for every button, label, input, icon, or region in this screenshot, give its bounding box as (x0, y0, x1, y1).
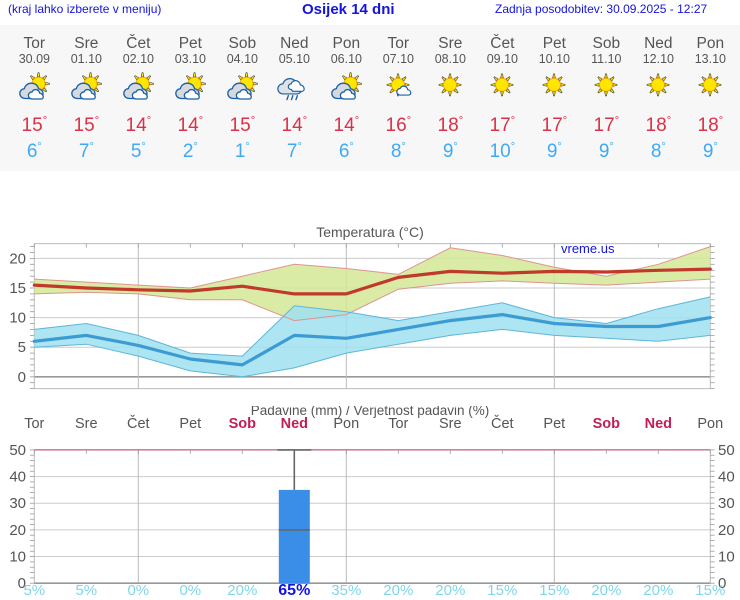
svg-text:10: 10 (9, 549, 26, 566)
svg-text:Temperatura (°C): Temperatura (°C) (316, 225, 424, 240)
svg-text:Čet: Čet (127, 415, 150, 432)
svg-text:50: 50 (718, 442, 735, 459)
svg-text:Ned: Ned (645, 416, 672, 432)
svg-text:Pet: Pet (179, 416, 201, 432)
svg-text:10: 10 (9, 310, 26, 327)
svg-text:5: 5 (18, 339, 26, 356)
svg-text:Sob: Sob (229, 416, 257, 432)
svg-text:10: 10 (718, 549, 735, 566)
svg-text:40: 40 (9, 469, 26, 486)
svg-text:20: 20 (9, 522, 26, 539)
svg-text:Tor: Tor (24, 416, 44, 432)
svg-text:Pet: Pet (543, 416, 565, 432)
svg-text:Sre: Sre (75, 416, 98, 432)
svg-text:0: 0 (18, 369, 26, 386)
svg-text:vreme.us: vreme.us (561, 241, 615, 256)
svg-text:Čet: Čet (491, 415, 514, 432)
svg-text:30: 30 (718, 495, 735, 512)
svg-text:20: 20 (9, 250, 26, 267)
svg-text:15: 15 (9, 280, 26, 297)
svg-text:Sob: Sob (593, 416, 621, 432)
svg-text:20: 20 (718, 522, 735, 539)
svg-text:Tor: Tor (388, 416, 408, 432)
svg-text:50: 50 (9, 442, 26, 459)
svg-text:30: 30 (9, 495, 26, 512)
svg-text:Sre: Sre (439, 416, 462, 432)
svg-text:Padavine (mm) / Verjetnost pad: Padavine (mm) / Verjetnost padavin (%) (251, 406, 490, 418)
svg-text:Pon: Pon (333, 416, 359, 432)
svg-text:Ned: Ned (281, 416, 308, 432)
svg-text:Pon: Pon (697, 416, 723, 432)
svg-text:40: 40 (718, 469, 735, 486)
